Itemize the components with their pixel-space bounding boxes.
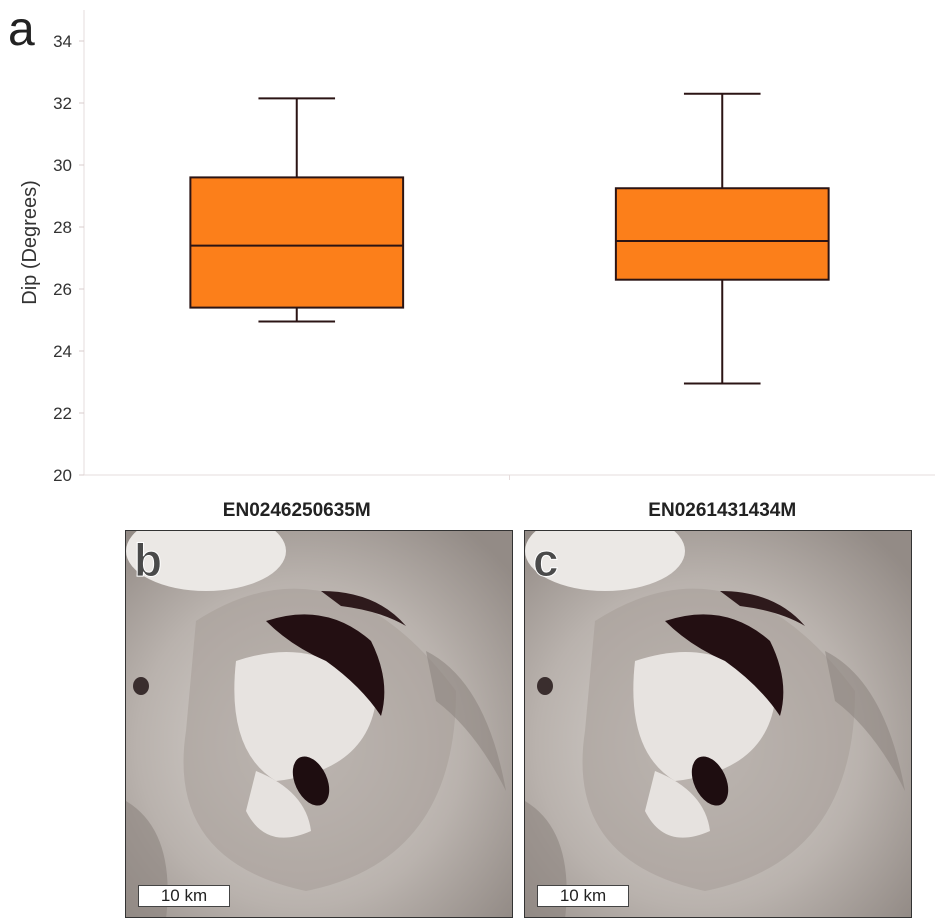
y-tick-label: 20: [53, 466, 72, 485]
y-tick-label: 32: [53, 94, 72, 113]
box-1: [189, 97, 405, 323]
y-tick-label: 30: [53, 156, 72, 175]
image-panel-c: c 10 km: [524, 530, 912, 918]
panel-a-letter: a: [8, 3, 35, 56]
iqr-box: [189, 176, 405, 309]
box-2: [614, 92, 830, 385]
scale-bar-c: 10 km: [537, 885, 629, 907]
iqr-box: [614, 187, 830, 281]
y-tick-label: 22: [53, 404, 72, 423]
y-tick-label: 26: [53, 280, 72, 299]
y-axis-label: Dip (Degrees): [19, 180, 41, 304]
panel-b-letter: b: [133, 534, 163, 586]
category-label: EN0261431434M: [648, 500, 796, 521]
category-label: EN0246250635M: [223, 500, 371, 521]
scale-bar-b: 10 km: [138, 885, 230, 907]
image-panel-b: b 10 km: [125, 530, 513, 918]
y-tick-label: 28: [53, 218, 72, 237]
crater-image-b: [126, 531, 512, 917]
box-plot-chart: 20 22 24 26 28 30 32 34 Dip (Degrees) EN024625063…: [19, 10, 935, 521]
y-tick-label: 24: [53, 342, 72, 361]
y-tick-label: 34: [53, 32, 72, 51]
crater-image-c: [525, 531, 911, 917]
panel-c-letter: c: [533, 534, 560, 586]
